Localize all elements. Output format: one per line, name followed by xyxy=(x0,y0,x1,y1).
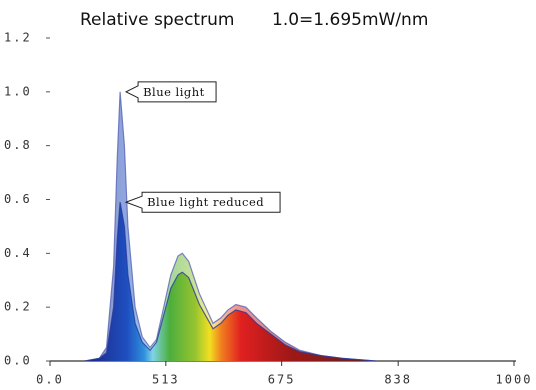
y-tick-label: 1.0 xyxy=(4,84,32,98)
annotation-label: Blue light xyxy=(143,85,205,99)
spectrum-line xyxy=(84,202,376,362)
x-tick-label: 675 xyxy=(268,373,296,387)
spectrum-line xyxy=(84,91,376,362)
x-tick-label: 513 xyxy=(152,373,180,387)
y-tick-label: 0.4 xyxy=(4,246,32,260)
y-tick-label: 0.0 xyxy=(4,354,32,368)
annotation-box xyxy=(124,191,281,213)
x-tick-label: 0.0 xyxy=(36,373,64,387)
x-tick-label: 1000 xyxy=(496,373,533,387)
x-tick-label: 838 xyxy=(384,373,412,387)
y-tick-label: 1.2 xyxy=(4,31,32,45)
annotation-box xyxy=(124,81,217,103)
spectrum-area xyxy=(85,202,376,361)
y-tick-label: 0.2 xyxy=(4,300,32,314)
chart-title: Relative spectrum xyxy=(80,10,234,30)
chart-subtitle: 1.0=1.695mW/nm xyxy=(272,10,428,30)
y-tick-label: 0.6 xyxy=(4,192,32,206)
annotation-label: Blue light reduced xyxy=(147,195,264,209)
y-tick-label: 0.8 xyxy=(4,138,32,152)
